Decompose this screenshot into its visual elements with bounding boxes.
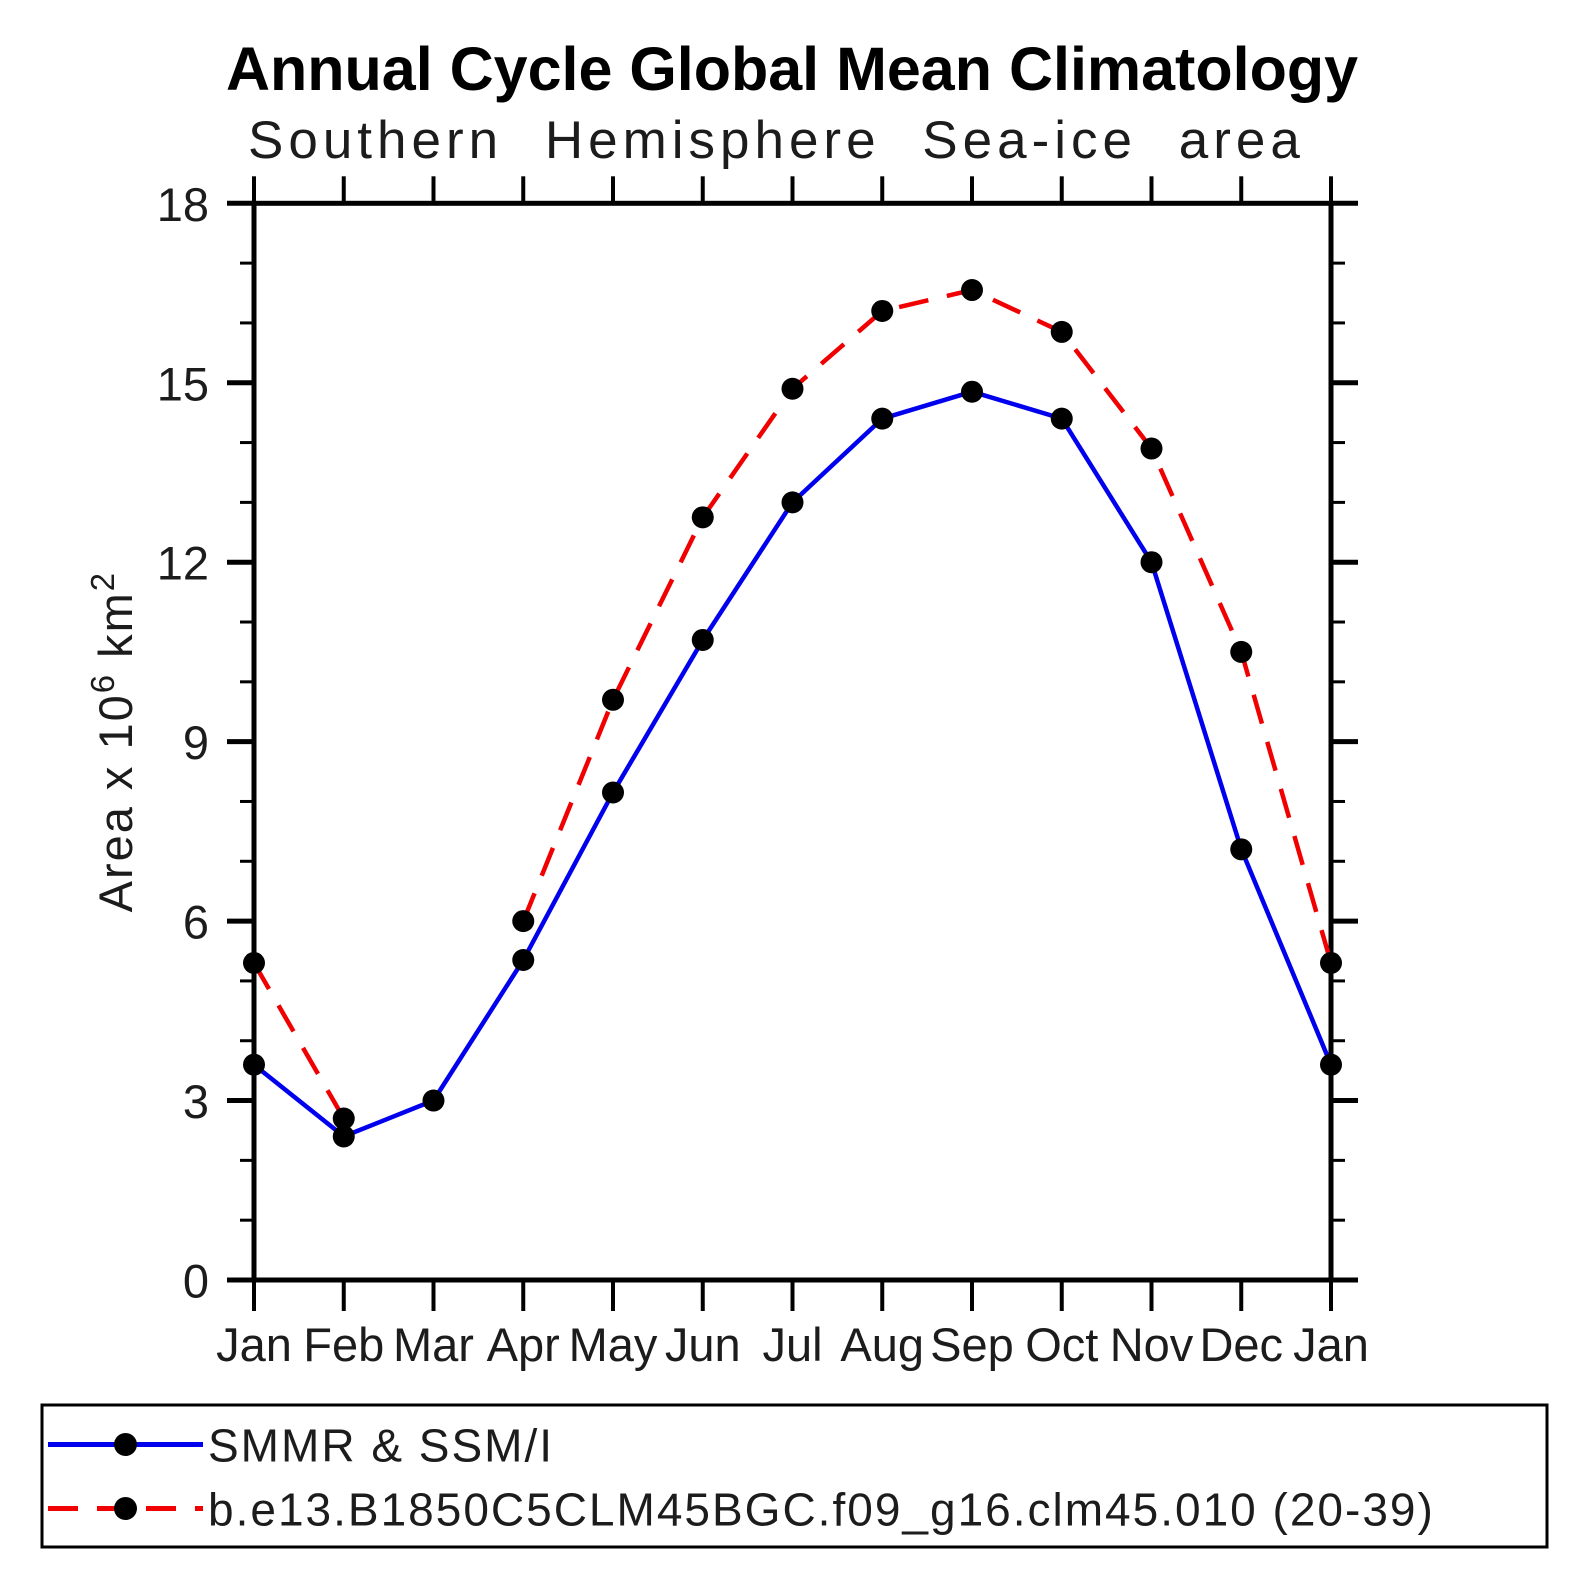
x-tick-label: May (569, 1318, 658, 1371)
series-lines (252, 287, 1334, 1139)
y-tick-label: 15 (157, 357, 209, 410)
y-tick-label: 12 (157, 537, 209, 590)
x-tick-label: Apr (487, 1318, 560, 1371)
x-tick-label: Feb (303, 1318, 384, 1371)
x-tick-label: Aug (840, 1318, 924, 1371)
x-ticks (252, 176, 1333, 1311)
y-axis-title-text: Area x 106 km2 (84, 571, 142, 913)
plot-frame (251, 200, 1334, 1283)
y-ticks (227, 200, 1358, 1283)
x-tick-label: Oct (1025, 1318, 1098, 1371)
series-line-1 (252, 961, 346, 1120)
data-point-marker (781, 377, 804, 400)
series-line-1 (521, 287, 1334, 964)
series-markers (243, 279, 1342, 1148)
data-point-marker (1140, 437, 1163, 460)
data-point-marker (422, 1089, 445, 1112)
data-point-marker (781, 491, 804, 514)
x-tick-label: Mar (393, 1318, 474, 1371)
data-point-marker (512, 910, 535, 933)
legend: SMMR & SSM/I b.e13.B1850C5CLM45BGC.f09_g1… (40, 1403, 1549, 1549)
data-point-marker (332, 1125, 355, 1148)
data-point-marker (1050, 407, 1073, 430)
data-point-marker (512, 948, 535, 971)
y-axis-title: Area x 106 km2 (84, 571, 142, 913)
legend-label: b.e13.B1850C5CLM45BGC.f09_g16.clm45.010 … (208, 1484, 1435, 1536)
y-tick-label: 0 (183, 1255, 209, 1308)
data-point-marker (243, 1053, 265, 1076)
y-tick-label: 9 (183, 716, 209, 769)
chart-subtitle: Southern Hemisphere Sea-ice area (248, 111, 1305, 170)
data-point-marker (961, 380, 983, 403)
plot-border (251, 200, 1334, 1283)
page-title: Annual Cycle Global Mean Climatology (226, 35, 1358, 103)
x-tick-label: Nov (1110, 1318, 1194, 1371)
x-tick-label: Jun (665, 1318, 741, 1371)
y-tick-label: 3 (183, 1075, 209, 1128)
data-point-marker (243, 951, 265, 974)
x-tick-label: Sep (930, 1318, 1014, 1371)
data-point-marker (1230, 640, 1253, 663)
legend-label: SMMR & SSM/I (208, 1420, 554, 1472)
x-tick-label: Jan (1293, 1318, 1369, 1371)
legend-marker-sample (114, 1497, 137, 1520)
x-tick-label: Dec (1199, 1318, 1283, 1371)
x-tick-label: Jan (216, 1318, 292, 1371)
x-tick-label: Jul (762, 1318, 822, 1371)
y-tick-labels: 0 3 6 9 12 15 18 (157, 178, 209, 1308)
data-point-marker (871, 299, 894, 322)
x-tick-labels: Jan Feb Mar Apr May Jun Jul Aug Sep Oct Nov Dec Jan (216, 1318, 1369, 1371)
data-point-marker (332, 1107, 355, 1130)
data-point-marker (1320, 1053, 1342, 1076)
data-point-marker (691, 506, 714, 529)
y-tick-label: 6 (183, 896, 209, 949)
data-point-marker (1320, 951, 1342, 974)
data-point-marker (961, 279, 983, 302)
data-point-marker (871, 407, 894, 430)
data-point-marker (1140, 551, 1163, 574)
data-point-marker (1230, 838, 1253, 861)
data-point-marker (1050, 320, 1073, 343)
data-point-marker (691, 628, 714, 651)
y-tick-label: 18 (157, 178, 209, 231)
data-point-marker (602, 688, 624, 711)
legend-box (40, 1403, 1549, 1549)
legend-marker-sample (114, 1433, 137, 1456)
data-point-marker (602, 781, 624, 804)
